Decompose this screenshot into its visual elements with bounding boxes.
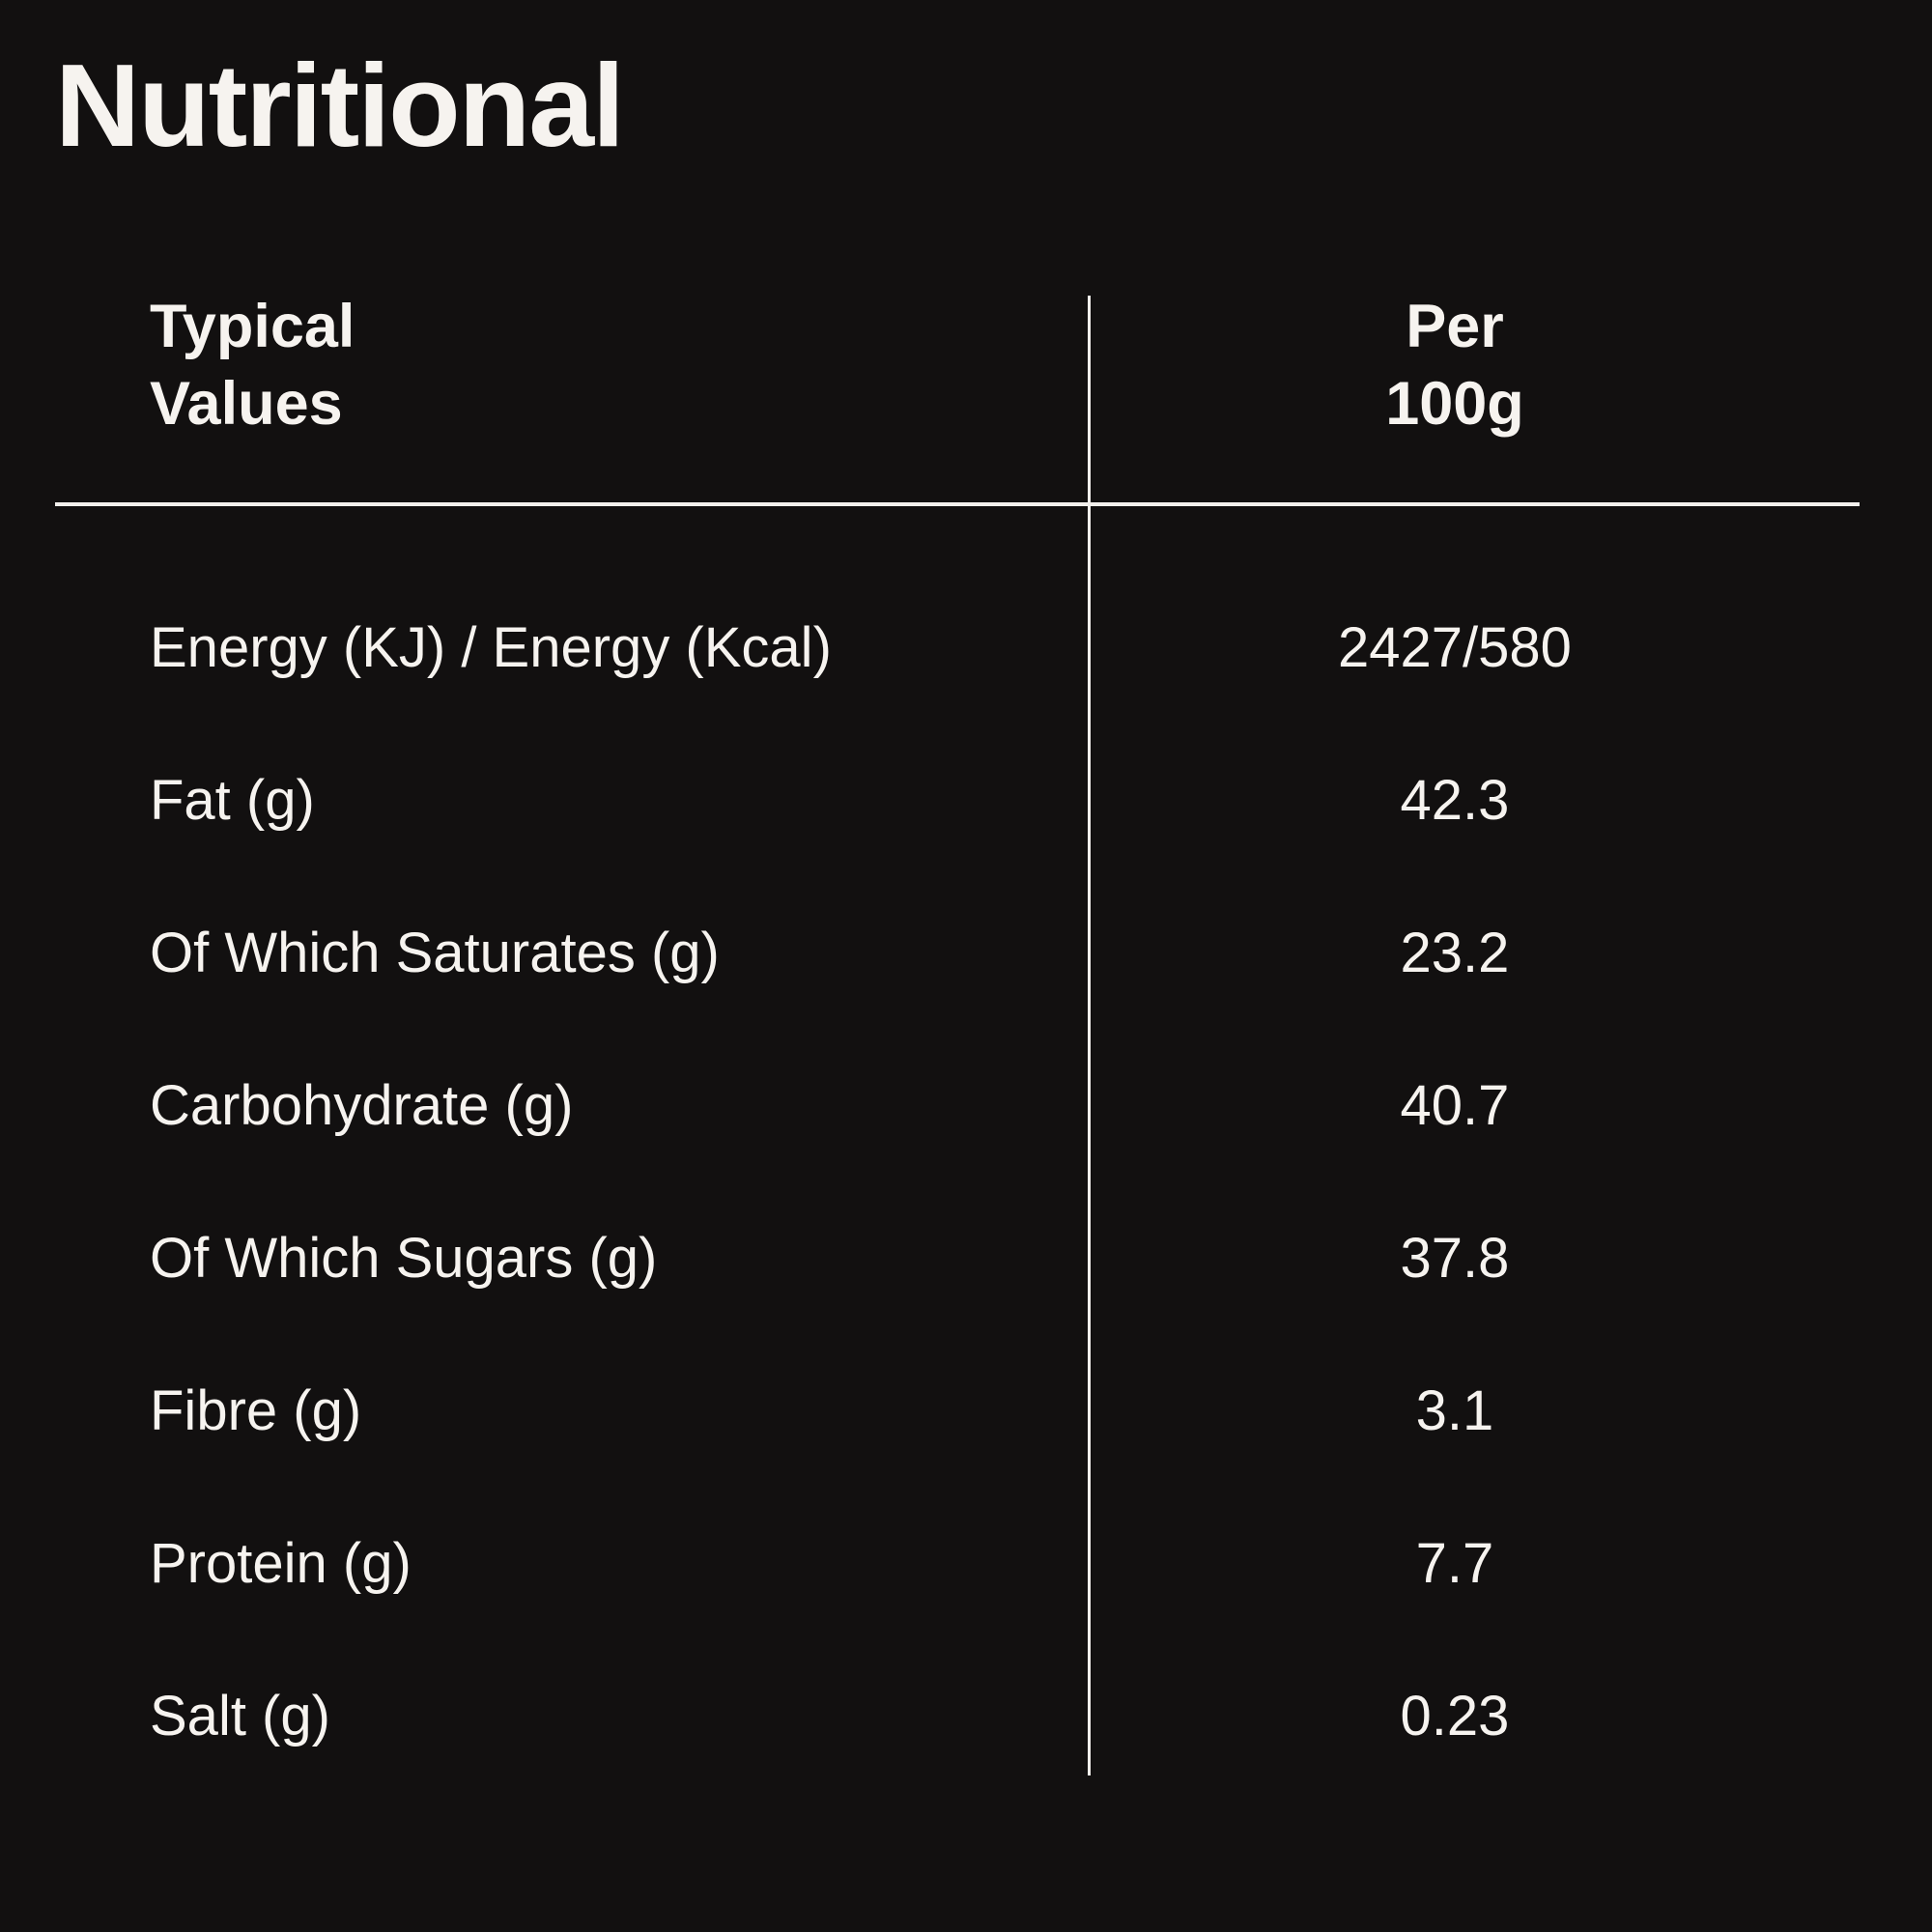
column-header-typical-values: Typical Values — [150, 293, 355, 438]
table-row: Fat (g) 42.3 — [0, 724, 1932, 876]
nutrient-value-per-100g: 0.23 — [1400, 1684, 1510, 1747]
table-row: Fibre (g) 3.1 — [0, 1334, 1932, 1487]
table-row: Energy (KJ) / Energy (Kcal) 2427/580 — [0, 571, 1932, 724]
header-divider-line — [55, 502, 1860, 506]
nutrient-value-per-100g: 40.7 — [1400, 1073, 1510, 1137]
nutrient-label: Carbohydrate (g) — [150, 1073, 574, 1137]
nutrient-label: Fibre (g) — [150, 1378, 362, 1442]
table-row: Carbohydrate (g) 40.7 — [0, 1029, 1932, 1181]
nutrient-label: Protein (g) — [150, 1531, 412, 1595]
nutrient-label: Of Which Saturates (g) — [150, 921, 720, 984]
nutrient-label: Fat (g) — [150, 768, 315, 832]
nutrient-value-per-100g: 37.8 — [1400, 1226, 1510, 1290]
nutrient-value-per-100g: 2427/580 — [1338, 615, 1572, 679]
column-divider-line — [1088, 296, 1091, 1776]
nutrient-value-per-100g: 7.7 — [1415, 1531, 1494, 1595]
table-row: Protein (g) 7.7 — [0, 1487, 1932, 1639]
table-row: Of Which Saturates (g) 23.2 — [0, 876, 1932, 1029]
nutrient-label: Salt (g) — [150, 1684, 330, 1747]
nutrient-value-per-100g: 3.1 — [1415, 1378, 1494, 1442]
nutrient-value-per-100g: 23.2 — [1400, 921, 1510, 984]
column-header-per-100g: Per 100g — [1385, 293, 1524, 438]
page-title: Nutritional — [55, 40, 625, 171]
nutrient-label: Energy (KJ) / Energy (Kcal) — [150, 615, 832, 679]
table-row: Of Which Sugars (g) 37.8 — [0, 1181, 1932, 1334]
table-body: Energy (KJ) / Energy (Kcal) 2427/580 Fat… — [0, 571, 1932, 1792]
nutrient-value-per-100g: 42.3 — [1400, 768, 1510, 832]
nutrient-label: Of Which Sugars (g) — [150, 1226, 658, 1290]
table-row: Salt (g) 0.23 — [0, 1639, 1932, 1792]
